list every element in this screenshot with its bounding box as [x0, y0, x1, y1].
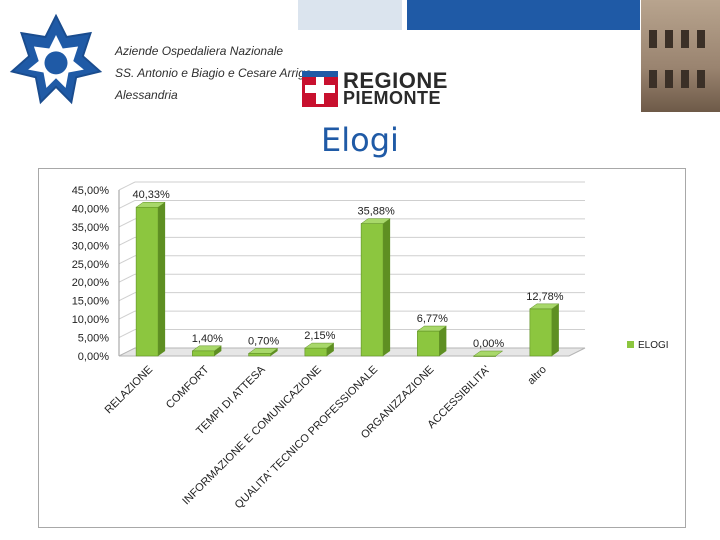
bar-top	[416, 325, 448, 332]
bar-side	[439, 326, 447, 356]
header-bar-dark	[407, 0, 640, 30]
region-name-line-2: PIEMONTE	[343, 88, 442, 108]
bar	[135, 206, 159, 357]
bar-side	[551, 303, 559, 356]
bar-top	[191, 345, 223, 352]
y-tick-label: 5,00%	[78, 333, 109, 345]
gridline-side	[118, 292, 136, 302]
x-tick-label: RELAZIONE	[103, 364, 156, 417]
bar-side	[158, 202, 166, 356]
y-tick-label: 40,00%	[72, 203, 110, 215]
y-tick-label: 45,00%	[72, 185, 110, 197]
data-label: 0,70%	[248, 335, 279, 347]
gridline-side	[118, 181, 136, 191]
header-bar-light	[298, 0, 402, 30]
org-name-line-3: Alessandria	[115, 88, 178, 102]
y-tick-label: 15,00%	[72, 296, 110, 308]
bar	[192, 350, 215, 357]
x-tick-label: ACCESSIBILITA'	[425, 364, 492, 431]
data-label: 6,77%	[417, 313, 448, 325]
x-tick-label: altro	[525, 364, 549, 388]
bar-top	[247, 348, 279, 354]
x-tick-label: COMFORT	[164, 363, 212, 411]
bar	[417, 330, 440, 357]
gridline-side	[118, 218, 136, 228]
y-tick-label: 0,00%	[78, 351, 109, 363]
bar-side	[214, 345, 222, 356]
chart-frame: 0,00% 5,00% 10,00% 15,00% 20,00% 25,00% 30,00%…	[38, 168, 686, 528]
bar-top	[472, 350, 504, 357]
bar-top	[304, 342, 335, 349]
region-name-line-1: REGIONE	[343, 68, 448, 93]
bar-top	[135, 201, 166, 208]
data-label: 40,33%	[132, 189, 170, 201]
data-label: 1,40%	[192, 333, 223, 345]
building-photo	[641, 0, 720, 112]
bar-chart: 0,00% 5,00% 10,00% 15,00% 20,00% 25,00% 30,00%…	[72, 181, 669, 511]
hospital-logo	[9, 13, 103, 105]
page-title: Elogi	[321, 121, 399, 159]
region-crest-icon	[302, 71, 338, 107]
org-name-line-1: Aziende Ospedaliera Nazionale	[115, 44, 284, 58]
bar	[248, 353, 271, 357]
y-tick-label: 30,00%	[72, 240, 110, 252]
gridline-side	[118, 236, 136, 246]
bar	[360, 223, 384, 357]
bar-top	[529, 303, 560, 310]
bar	[529, 308, 553, 357]
gridline-side	[118, 255, 136, 265]
bar-side	[326, 343, 334, 356]
bar	[304, 347, 328, 357]
bar-side	[270, 348, 278, 356]
data-label: 12,78%	[526, 291, 564, 303]
org-name-line-2: SS. Antonio e Biagio e Cesare Arrigo	[115, 66, 312, 80]
y-tick-label: 10,00%	[72, 314, 110, 326]
y-tick-label: 35,00%	[72, 222, 110, 234]
gridline-side	[118, 310, 136, 320]
legend-swatch	[627, 341, 634, 348]
bar-top	[360, 218, 391, 224]
legend-label: ELOGI	[638, 340, 669, 351]
data-label: 0,00%	[473, 338, 504, 350]
chart-floor	[118, 347, 586, 357]
data-label: 35,88%	[357, 206, 395, 218]
gridline-side	[118, 329, 136, 339]
y-tick-label: 25,00%	[72, 259, 110, 271]
bar-side	[383, 218, 391, 356]
gridline-side	[118, 199, 136, 209]
data-label: 2,15%	[304, 330, 335, 342]
y-tick-label: 20,00%	[72, 277, 110, 289]
gridline-side	[118, 273, 136, 283]
